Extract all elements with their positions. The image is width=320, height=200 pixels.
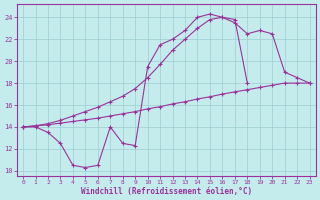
X-axis label: Windchill (Refroidissement éolien,°C): Windchill (Refroidissement éolien,°C) [81,187,252,196]
